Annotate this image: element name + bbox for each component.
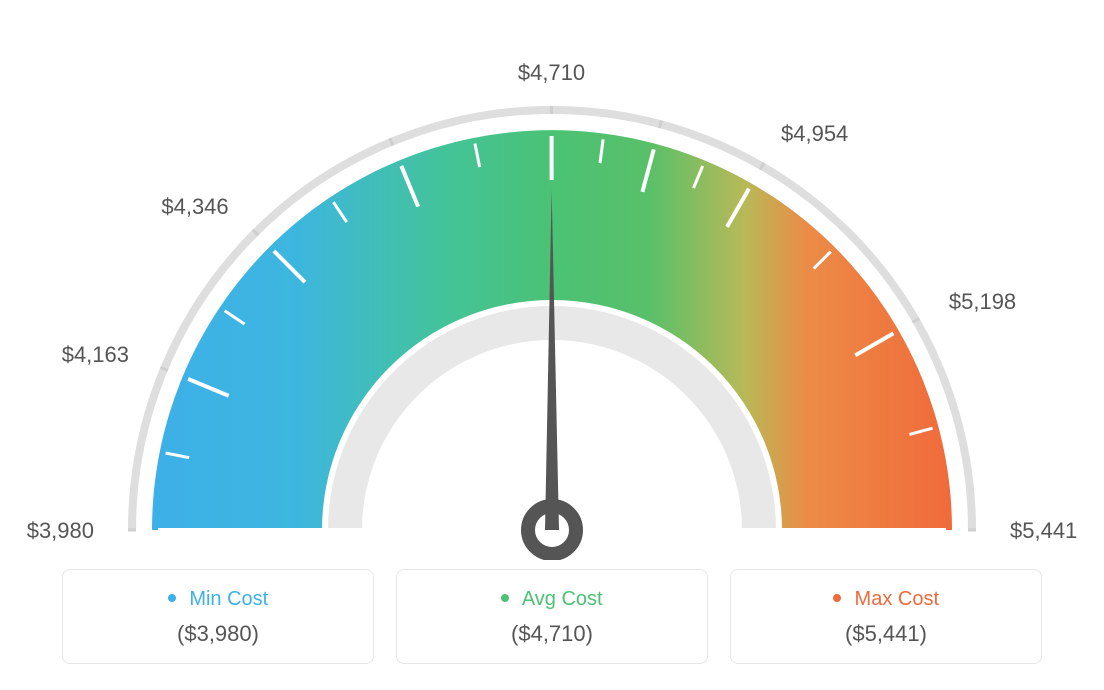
gauge-tick-label: $4,710 xyxy=(512,60,592,86)
min-dot-icon xyxy=(168,594,176,602)
gauge-tick-label: $5,198 xyxy=(949,289,1016,315)
gauge-svg xyxy=(62,40,1042,560)
gauge-tick-label: $4,163 xyxy=(49,342,129,368)
gauge-area: $3,980 $4,163 $4,346 $4,710 $4,954 $5,198 $5,4… xyxy=(0,0,1104,560)
summary-cards: Min Cost ($3,980) Avg Cost ($4,710) Max … xyxy=(62,569,1042,664)
max-cost-title: Max Cost xyxy=(741,588,1031,611)
gauge-tick-label: $4,346 xyxy=(149,194,229,220)
min-cost-card: Min Cost ($3,980) xyxy=(62,569,374,664)
gauge-tick-label: $5,441 xyxy=(1010,518,1077,544)
avg-cost-title: Avg Cost xyxy=(407,588,697,611)
cost-gauge-widget: $3,980 $4,163 $4,346 $4,710 $4,954 $5,198 $5,4… xyxy=(0,0,1104,690)
gauge-tick-label: $3,980 xyxy=(14,518,94,544)
max-cost-label: Max Cost xyxy=(855,588,939,610)
max-dot-icon xyxy=(833,594,841,602)
avg-cost-card: Avg Cost ($4,710) xyxy=(396,569,708,664)
avg-cost-label: Avg Cost xyxy=(522,588,603,610)
min-cost-label: Min Cost xyxy=(189,588,268,610)
max-cost-value: ($5,441) xyxy=(741,621,1031,647)
min-cost-value: ($3,980) xyxy=(73,621,363,647)
avg-cost-value: ($4,710) xyxy=(407,621,697,647)
avg-dot-icon xyxy=(501,594,509,602)
gauge-tick-label: $4,954 xyxy=(781,121,848,147)
max-cost-card: Max Cost ($5,441) xyxy=(730,569,1042,664)
min-cost-title: Min Cost xyxy=(73,588,363,611)
